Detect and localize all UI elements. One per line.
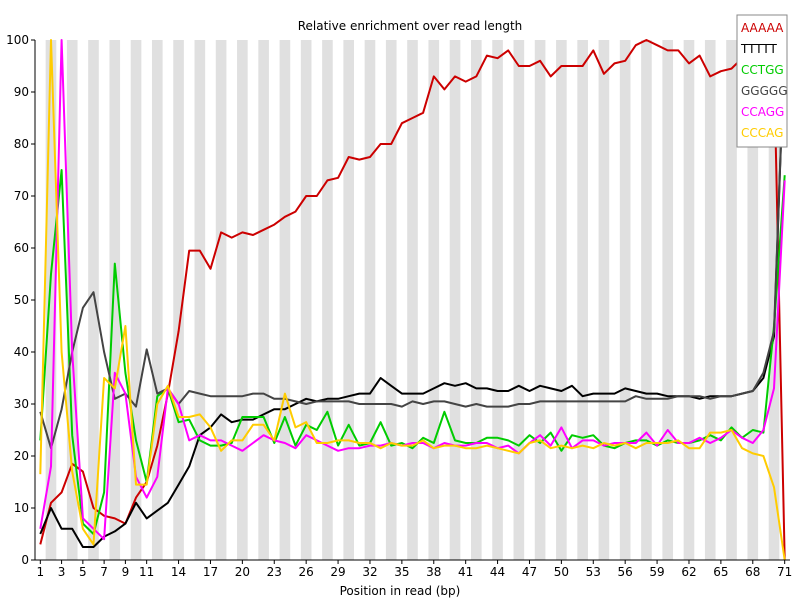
background-bands — [45, 40, 780, 560]
x-tick-label: 56 — [618, 565, 633, 579]
x-tick-label: 59 — [649, 565, 664, 579]
x-axis-ticks: 1 3 5 7 9 11 14 17 20 23 26 29 32 35 38 41 44 47 50 53 56 59 6… — [36, 560, 792, 579]
x-tick-label: 41 — [458, 565, 473, 579]
band — [747, 40, 759, 560]
x-tick-label: 20 — [235, 565, 250, 579]
band — [194, 40, 206, 560]
band — [385, 40, 397, 560]
band — [662, 40, 674, 560]
legend-box — [736, 14, 788, 148]
y-tick-label: 80 — [14, 137, 29, 151]
band — [300, 40, 312, 560]
chart-title: Relative enrichment over read length — [298, 19, 523, 33]
x-tick-label: 7 — [100, 565, 108, 579]
band — [258, 40, 269, 560]
band — [704, 40, 716, 560]
band — [364, 40, 376, 560]
band — [109, 40, 121, 560]
legend: AAAAA TTTTT CCTGG GGGGG CCAGG CCCAG — [736, 14, 788, 148]
x-tick-label: 50 — [554, 565, 569, 579]
band — [428, 40, 440, 560]
legend-item-ggggg: GGGGG — [741, 84, 788, 98]
legend-item-aaaaa: AAAAA — [741, 21, 784, 35]
y-tick-label: 0 — [21, 553, 29, 567]
legend-item-ccagg: CCAGG — [741, 105, 784, 119]
band — [683, 40, 695, 560]
band — [237, 40, 248, 560]
x-tick-label: 38 — [426, 565, 441, 579]
series-line-cccag — [39, 39, 786, 560]
x-tick-label: 26 — [299, 565, 314, 579]
x-tick-label: 29 — [330, 565, 345, 579]
legend-item-cctgg: CCTGG — [741, 63, 784, 77]
band — [407, 40, 418, 560]
band — [279, 40, 291, 560]
x-tick-label: 65 — [713, 565, 728, 579]
band — [45, 40, 57, 560]
y-axis-ticks: 0 10 20 30 40 50 60 70 80 90 100 — [6, 33, 35, 567]
band — [534, 40, 546, 560]
x-tick-label: 44 — [490, 565, 505, 579]
x-tick-label: 47 — [522, 565, 537, 579]
band — [343, 40, 355, 560]
band — [449, 40, 461, 560]
x-tick-label: 71 — [777, 565, 792, 579]
x-tick-label: 14 — [171, 565, 186, 579]
y-tick-label: 20 — [14, 449, 29, 463]
legend-item-ttttt: TTTTT — [740, 42, 777, 56]
x-tick-label: 35 — [394, 565, 409, 579]
band — [556, 40, 567, 560]
band — [88, 40, 99, 560]
series-line-ccagg — [39, 39, 786, 541]
legend-item-cccag: CCCAG — [741, 126, 783, 140]
x-tick-label: 62 — [681, 565, 696, 579]
y-tick-label: 90 — [14, 85, 29, 99]
x-tick-label: 17 — [203, 565, 218, 579]
series-line-ttttt — [39, 39, 786, 548]
y-tick-label: 10 — [14, 501, 29, 515]
x-axis-label: Position in read (bp) — [340, 584, 461, 598]
band — [577, 40, 588, 560]
band — [151, 40, 163, 560]
band — [598, 40, 610, 560]
y-tick-label: 40 — [14, 345, 29, 359]
x-tick-label: 23 — [267, 565, 282, 579]
band — [513, 40, 525, 560]
x-tick-label: 1 — [36, 565, 44, 579]
band — [641, 40, 652, 560]
band — [726, 40, 737, 560]
band — [619, 40, 631, 560]
band — [470, 40, 482, 560]
band — [173, 40, 184, 560]
y-tick-label: 70 — [14, 189, 29, 203]
x-tick-label: 11 — [139, 565, 154, 579]
x-tick-label: 3 — [58, 565, 66, 579]
series-lines — [39, 39, 786, 560]
band — [322, 40, 333, 560]
x-tick-label: 68 — [745, 565, 760, 579]
y-tick-label: 60 — [14, 241, 29, 255]
y-tick-label: 100 — [6, 33, 29, 47]
y-tick-label: 30 — [14, 397, 29, 411]
x-tick-label: 5 — [79, 565, 87, 579]
band — [130, 40, 142, 560]
band — [768, 40, 780, 560]
y-tick-label: 50 — [14, 293, 29, 307]
band — [215, 40, 227, 560]
x-tick-label: 53 — [586, 565, 601, 579]
band — [66, 40, 78, 560]
x-tick-label: 9 — [122, 565, 130, 579]
band — [492, 40, 503, 560]
x-tick-label: 32 — [362, 565, 377, 579]
